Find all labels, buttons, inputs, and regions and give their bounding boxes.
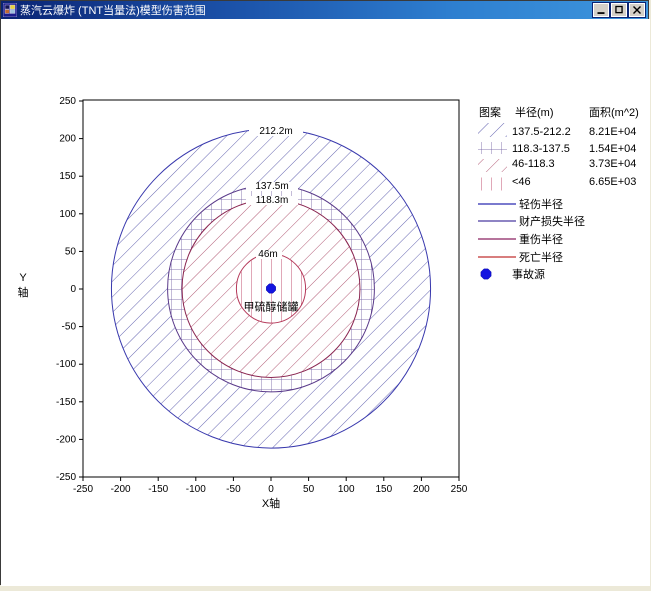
svg-text:200: 200 bbox=[413, 484, 430, 495]
svg-text:137.5-212.2: 137.5-212.2 bbox=[512, 126, 571, 138]
svg-text:死亡半径: 死亡半径 bbox=[519, 250, 563, 264]
svg-text:50: 50 bbox=[65, 246, 77, 257]
svg-text:46-118.3: 46-118.3 bbox=[512, 158, 555, 170]
svg-text:-200: -200 bbox=[111, 484, 131, 495]
svg-text:-50: -50 bbox=[62, 322, 77, 333]
svg-text:118.3m: 118.3m bbox=[256, 195, 289, 206]
svg-text:118.3-137.5: 118.3-137.5 bbox=[512, 143, 570, 155]
svg-text:100: 100 bbox=[59, 209, 76, 220]
svg-text:财产损失半径: 财产损失半径 bbox=[519, 214, 585, 228]
svg-text:1.54E+04: 1.54E+04 bbox=[589, 143, 636, 155]
svg-text:100: 100 bbox=[338, 484, 355, 495]
svg-text:Y: Y bbox=[19, 272, 27, 284]
svg-text:150: 150 bbox=[59, 171, 76, 182]
svg-text:46m: 46m bbox=[258, 249, 277, 260]
svg-text:250: 250 bbox=[59, 96, 76, 107]
svg-text:212.2m: 212.2m bbox=[259, 126, 292, 137]
svg-text:-150: -150 bbox=[148, 484, 168, 495]
svg-text:3.73E+04: 3.73E+04 bbox=[589, 158, 636, 170]
svg-text:X轴: X轴 bbox=[262, 496, 280, 510]
svg-text:面积(m^2): 面积(m^2) bbox=[589, 106, 639, 119]
svg-text:轴: 轴 bbox=[18, 285, 29, 299]
svg-text:-250: -250 bbox=[56, 472, 76, 483]
svg-text:0: 0 bbox=[268, 484, 274, 495]
svg-text:-100: -100 bbox=[56, 359, 76, 370]
svg-text:重伤半径: 重伤半径 bbox=[519, 232, 563, 246]
svg-text:250: 250 bbox=[451, 484, 468, 495]
svg-text:-200: -200 bbox=[56, 434, 76, 445]
svg-text:-50: -50 bbox=[226, 484, 241, 495]
svg-text:图案: 图案 bbox=[479, 105, 501, 119]
svg-text:事故源: 事故源 bbox=[512, 267, 545, 281]
svg-text:0: 0 bbox=[70, 284, 76, 295]
svg-text:-250: -250 bbox=[73, 484, 93, 495]
svg-text:轻伤半径: 轻伤半径 bbox=[519, 197, 563, 211]
svg-text:137.5m: 137.5m bbox=[255, 181, 288, 192]
svg-text:-150: -150 bbox=[56, 397, 76, 408]
svg-text:150: 150 bbox=[375, 484, 392, 495]
svg-text:半径(m): 半径(m) bbox=[515, 105, 554, 119]
svg-text:6.65E+03: 6.65E+03 bbox=[589, 176, 636, 188]
svg-text:-100: -100 bbox=[186, 484, 206, 495]
svg-text:8.21E+04: 8.21E+04 bbox=[589, 126, 636, 138]
svg-text:甲硫醇储罐: 甲硫醇储罐 bbox=[244, 300, 299, 314]
svg-text:200: 200 bbox=[59, 134, 76, 145]
svg-text:50: 50 bbox=[303, 484, 315, 495]
svg-text:<46: <46 bbox=[512, 176, 531, 188]
